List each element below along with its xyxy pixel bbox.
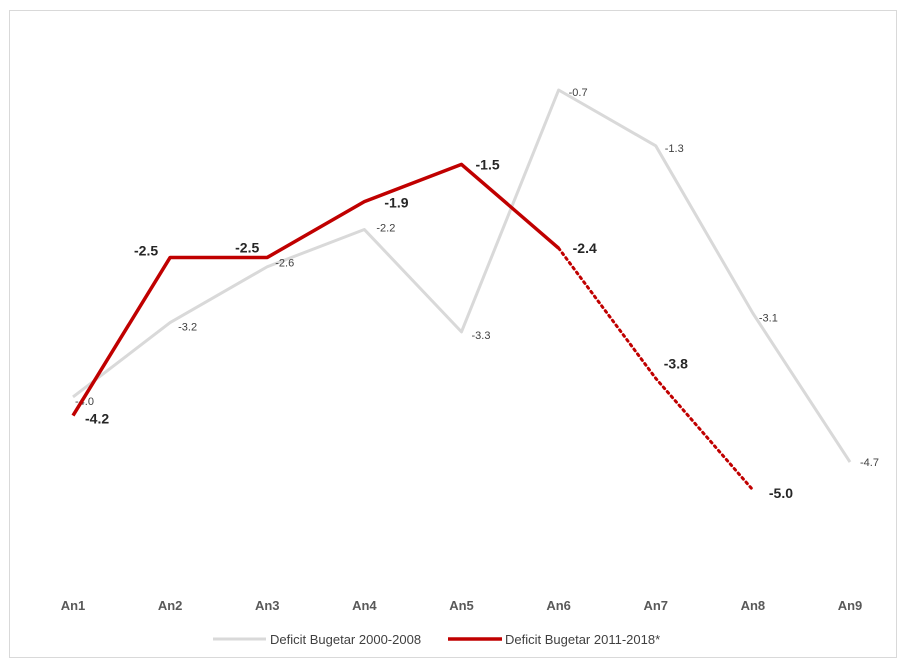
data-label-2011-2018: -3.8 xyxy=(664,355,688,371)
data-label-2011-2018: -1.9 xyxy=(384,195,408,211)
x-tick-label: An9 xyxy=(838,598,863,613)
data-label-2011-2018: -2.5 xyxy=(235,239,259,255)
data-label-2000-2008: -2.2 xyxy=(376,223,395,235)
data-label-2000-2008: -3.1 xyxy=(759,312,778,324)
x-tick-label: An7 xyxy=(643,598,668,613)
data-label-2000-2008: -4.7 xyxy=(860,457,879,469)
x-tick-label: An3 xyxy=(255,598,280,613)
legend-label-2011-2018: Deficit Bugetar 2011-2018* xyxy=(505,632,660,647)
data-label-2011-2018: -2.5 xyxy=(134,242,158,258)
series-line-2000-2008 xyxy=(72,88,852,463)
x-tick-label: An1 xyxy=(61,598,86,613)
data-label-2011-2018: -1.5 xyxy=(476,156,500,172)
x-tick-label: An6 xyxy=(546,598,571,613)
x-tick-label: An5 xyxy=(449,598,474,613)
data-label-2011-2018: -4.2 xyxy=(85,411,109,427)
data-label-2000-2008: -0.7 xyxy=(569,87,588,99)
data-label-2011-2018: -2.4 xyxy=(573,240,597,256)
data-label-2000-2008: -3.2 xyxy=(178,322,197,334)
x-tick-label: An8 xyxy=(741,598,766,613)
legend-label-2000-2008: Deficit Bugetar 2000-2008 xyxy=(270,632,421,647)
x-tick-label: An2 xyxy=(158,598,183,613)
data-label-2000-2008: -1.3 xyxy=(665,143,684,155)
series-line-2011-2018-forecast xyxy=(557,246,755,492)
series-line-2011-2018 xyxy=(71,162,560,417)
data-label-2000-2008: -2.6 xyxy=(275,258,294,270)
x-tick-label: An4 xyxy=(352,598,377,613)
chart-frame xyxy=(9,10,897,658)
data-label-2000-2008: -3.3 xyxy=(472,330,491,342)
data-label-2011-2018: -5.0 xyxy=(769,485,793,501)
